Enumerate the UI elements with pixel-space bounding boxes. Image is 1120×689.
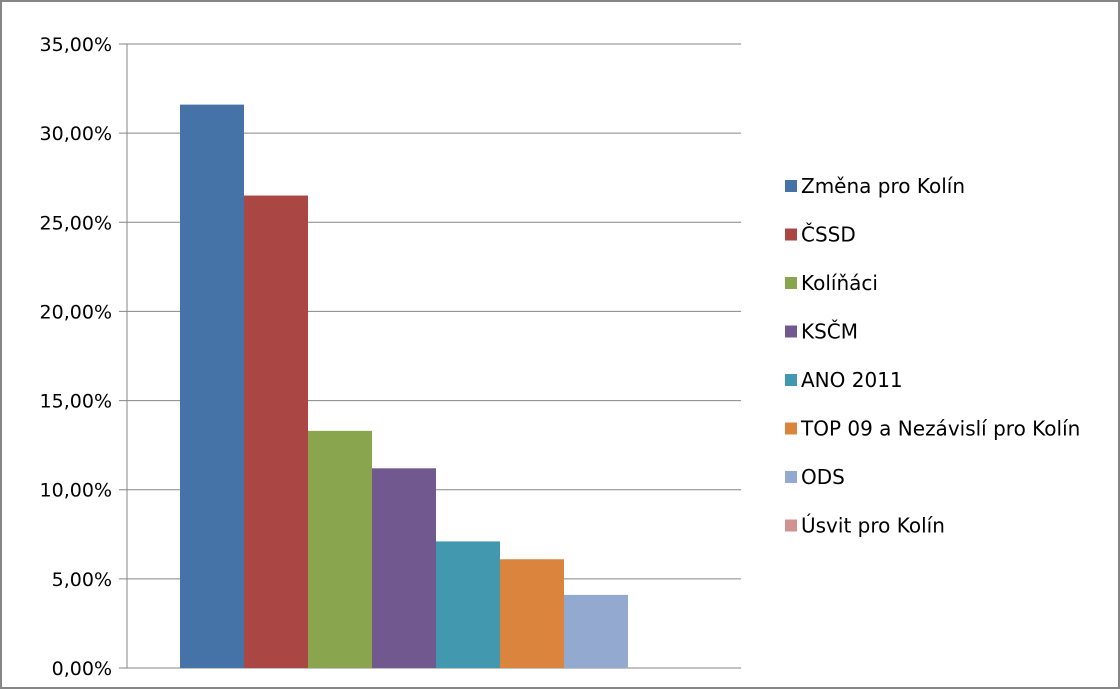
legend-swatch bbox=[785, 228, 797, 241]
legend-swatch bbox=[785, 422, 797, 435]
legend-label: TOP 09 a Nezávislí pro Kolín bbox=[800, 417, 1080, 441]
y-tick-label: 15,00% bbox=[40, 391, 112, 413]
y-tick-label: 35,00% bbox=[40, 34, 112, 56]
y-tick-labels: 0,00% 5,00% 10,00% 15,00% 20,00% 25,00% 30,00%… bbox=[40, 34, 112, 680]
bar bbox=[500, 559, 564, 668]
legend-swatch bbox=[785, 374, 797, 386]
legend: Změna pro Kolín ČSSD Kolíňáci KSČM ANO 2011 T… bbox=[785, 174, 1080, 538]
legend-swatch bbox=[785, 277, 797, 289]
bars bbox=[180, 104, 628, 669]
y-tick-label: 20,00% bbox=[40, 301, 112, 323]
legend-label: ODS bbox=[801, 465, 845, 489]
legend-label: KSČM bbox=[801, 320, 858, 344]
legend-label: ČSSD bbox=[801, 223, 856, 247]
y-tick-label: 10,00% bbox=[40, 480, 112, 502]
legend-label: Změna pro Kolín bbox=[801, 174, 965, 198]
legend-label: Úsvit pro Kolín bbox=[801, 514, 945, 538]
legend-label: ANO 2011 bbox=[801, 368, 903, 392]
y-tick-label: 5,00% bbox=[52, 569, 112, 591]
bar bbox=[564, 594, 628, 668]
bar bbox=[436, 541, 500, 668]
legend-swatch bbox=[785, 325, 797, 338]
legend-swatch bbox=[785, 180, 797, 192]
legend-swatch bbox=[785, 519, 797, 532]
bar bbox=[180, 104, 244, 669]
legend-swatch bbox=[785, 471, 797, 483]
legend-label: Kolíňáci bbox=[801, 271, 878, 295]
y-tick-label: 25,00% bbox=[40, 212, 112, 234]
bar bbox=[372, 468, 436, 668]
y-tick-label: 0,00% bbox=[52, 658, 112, 680]
bar bbox=[244, 195, 308, 669]
bar bbox=[308, 430, 372, 668]
y-tick-label: 30,00% bbox=[40, 123, 112, 145]
